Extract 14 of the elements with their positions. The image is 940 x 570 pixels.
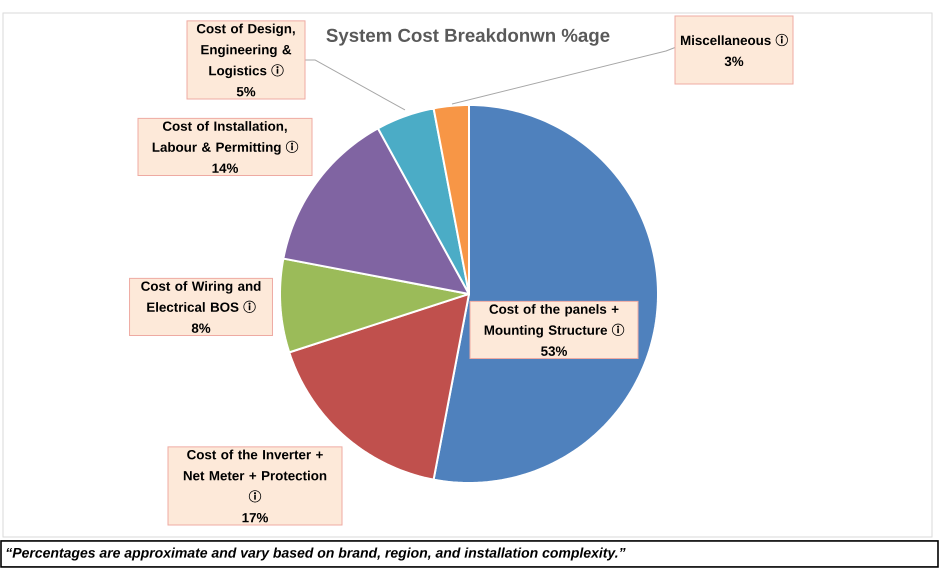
data-label: 3% <box>724 56 744 66</box>
data-label: 17% <box>242 512 268 522</box>
slice-label: Cost of Design, Engineering & Logistics <box>196 24 295 78</box>
data-label: 8% <box>192 323 210 333</box>
slice-label: Cost of Wiring and Electrical BOS <box>141 281 260 312</box>
slice-label: Cost of Installation, Labour & Permitting <box>152 121 287 155</box>
data-label: 5% <box>236 86 256 96</box>
text: “Percentages are approximate and vary based on brand, region, and installation complexity.” <box>6 547 626 561</box>
data-label: 14% <box>212 163 238 173</box>
data-label: 53% <box>541 346 567 356</box>
slice-label: Cost of the Inverter + Net Meter + Protection <box>184 450 326 480</box>
slice-label: Cost of the panels + Mounting Structure <box>484 304 618 338</box>
slice-label: Miscellaneous <box>680 35 771 46</box>
chart-title: System Cost Breakdonwn %age <box>326 28 610 46</box>
